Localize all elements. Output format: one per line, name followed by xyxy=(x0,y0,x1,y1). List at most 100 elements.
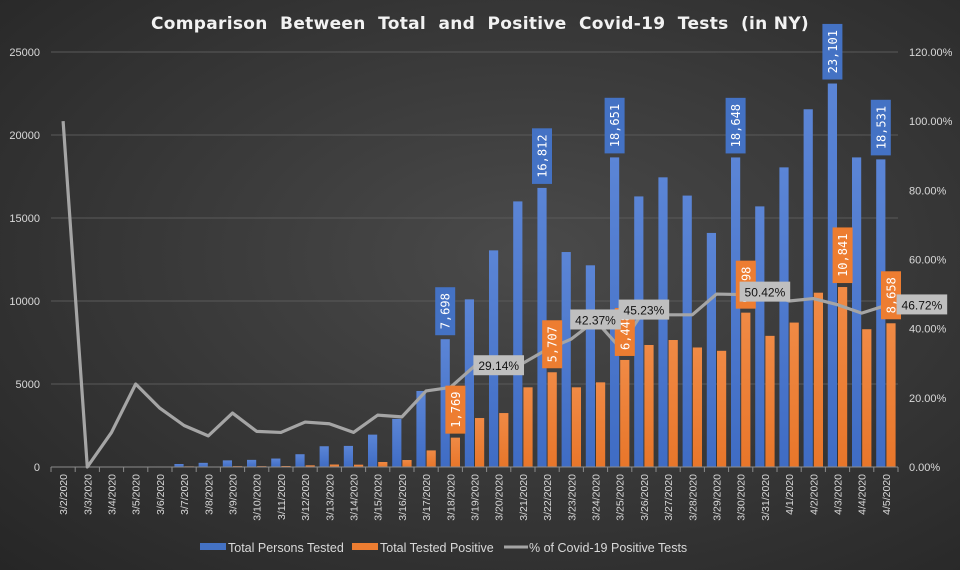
bar-total-tested xyxy=(247,459,257,467)
data-label-percent: 50.42% xyxy=(745,286,786,300)
y2-tick-label: 0.00% xyxy=(909,462,940,474)
x-tick-label: 4/2/2020 xyxy=(808,474,820,515)
x-tick-label: 3/10/2020 xyxy=(252,474,264,521)
bar-total-positive xyxy=(378,462,388,467)
bar-total-tested xyxy=(343,445,353,467)
bar-total-tested xyxy=(198,462,208,467)
bar-total-tested xyxy=(706,232,716,467)
bar-total-tested xyxy=(271,458,281,467)
bar-total-tested xyxy=(561,252,571,467)
bar-total-positive xyxy=(426,450,436,467)
chart-title: Comparison Between Total and Positive Co… xyxy=(151,14,809,34)
data-label-box-total-tested xyxy=(604,97,625,154)
x-tick-label: 3/28/2020 xyxy=(687,474,699,521)
bar-total-positive xyxy=(547,372,557,467)
legend-label-total-tested: Total Persons Tested xyxy=(228,541,344,555)
x-tick-label: 3/2/2020 xyxy=(58,474,70,515)
y-axis-right: 0.00% 20.00% 40.00% 60.00% 80.00% 100.00% 120.… xyxy=(909,47,953,474)
y2-tick-label: 40.00% xyxy=(909,324,947,336)
x-tick-label: 3/4/2020 xyxy=(107,474,119,515)
x-tick-label: 3/7/2020 xyxy=(179,474,191,515)
x-tick-label: 3/17/2020 xyxy=(421,474,433,521)
y-axis-left: 0 5000 10000 15000 20000 25000 xyxy=(9,47,40,474)
legend-label-total-positive: Total Tested Positive xyxy=(380,541,494,555)
bar-total-tested xyxy=(537,187,547,467)
data-label-total-tested: 18,651 xyxy=(608,104,622,147)
x-tick-label: 3/15/2020 xyxy=(373,474,385,521)
bar-total-tested xyxy=(755,206,765,467)
data-label-box-total-tested xyxy=(725,97,746,154)
bar-total-tested xyxy=(222,460,232,467)
y2-tick-label: 120.00% xyxy=(909,47,953,59)
bar-total-tested xyxy=(174,464,184,467)
bar-total-tested xyxy=(392,418,402,467)
y2-tick-label: 100.00% xyxy=(909,116,953,128)
bar-total-tested xyxy=(779,167,789,467)
data-label-total-tested: 18,531 xyxy=(874,106,888,149)
bar-total-positive xyxy=(862,329,872,467)
data-label-box-percent xyxy=(618,299,670,320)
x-tick-label: 3/12/2020 xyxy=(300,474,312,521)
x-tick-label: 3/18/2020 xyxy=(445,474,457,521)
bar-total-positive xyxy=(329,464,339,467)
bar-total-positive xyxy=(620,359,630,467)
bar-total-tested xyxy=(585,265,595,467)
bar-total-positive xyxy=(692,347,702,467)
x-tick-label: 3/6/2020 xyxy=(155,474,167,515)
data-label-total-positive: 1,769 xyxy=(449,392,463,428)
data-label-total-tested: 16,812 xyxy=(536,134,550,177)
bar-total-positive xyxy=(838,287,848,467)
x-tick-label: 3/21/2020 xyxy=(518,474,530,521)
bar-total-tested xyxy=(513,201,523,467)
data-label-box-total-positive xyxy=(832,227,853,284)
data-label-box-percent xyxy=(739,281,791,302)
y2-tick-label: 60.00% xyxy=(909,255,947,267)
bar-total-tested xyxy=(440,339,450,467)
legend-swatch-total-tested xyxy=(200,543,226,550)
bar-total-tested xyxy=(464,299,474,467)
data-label-total-tested: 7,698 xyxy=(439,293,453,329)
x-tick-label: 3/23/2020 xyxy=(566,474,578,521)
data-label-box-percent xyxy=(570,309,621,330)
x-tick-label: 3/20/2020 xyxy=(494,474,506,521)
x-tick-label: 3/19/2020 xyxy=(470,474,482,521)
legend: Total Persons Tested Total Tested Positi… xyxy=(200,541,687,555)
bar-total-positive xyxy=(596,382,606,467)
bar-total-tested xyxy=(876,159,886,467)
x-axis: 3/2/2020 3/3/2020 3/4/2020 3/5/2020 3/6/2020… xyxy=(50,466,899,521)
data-label-total-tested: 23,101 xyxy=(826,30,840,73)
bar-total-positive xyxy=(475,418,485,467)
data-label-box-total-tested xyxy=(822,23,843,80)
y2-tick-label: 20.00% xyxy=(909,393,947,405)
data-label-box-total-tested xyxy=(532,128,553,184)
data-label-box-total-positive xyxy=(542,320,563,369)
data-label-total-positive: 5,707 xyxy=(546,326,560,362)
x-tick-label: 3/22/2020 xyxy=(542,474,554,521)
bar-total-tested xyxy=(368,434,378,467)
bar-total-tested xyxy=(658,177,668,467)
data-label-box-total-positive xyxy=(880,271,901,320)
bar-total-positive xyxy=(305,465,315,467)
bar-total-positive xyxy=(741,312,751,467)
x-tick-label: 3/8/2020 xyxy=(203,474,215,515)
x-tick-label: 4/5/2020 xyxy=(881,474,893,515)
bar-total-positive xyxy=(571,387,581,467)
data-label-total-positive: 6,448 xyxy=(618,314,632,350)
y-tick-label: 10000 xyxy=(9,296,40,308)
bar-total-tested xyxy=(803,109,813,468)
data-label-total-positive: 10,841 xyxy=(836,234,850,277)
bar-total-tested xyxy=(731,157,741,467)
bar-total-positive xyxy=(523,387,533,467)
data-label-percent: 29.14% xyxy=(478,359,519,373)
data-label-percent: 46.72% xyxy=(902,298,943,312)
x-tick-label: 3/24/2020 xyxy=(591,474,603,521)
x-tick-label: 3/5/2020 xyxy=(131,474,143,515)
x-tick-label: 3/3/2020 xyxy=(82,474,94,515)
legend-swatch-total-positive xyxy=(352,543,378,550)
y-tick-label: 0 xyxy=(34,462,40,474)
bar-total-tested xyxy=(319,446,329,467)
x-tick-label: 3/26/2020 xyxy=(639,474,651,521)
x-tick-label: 3/27/2020 xyxy=(663,474,675,521)
bar-total-positive xyxy=(886,323,896,467)
